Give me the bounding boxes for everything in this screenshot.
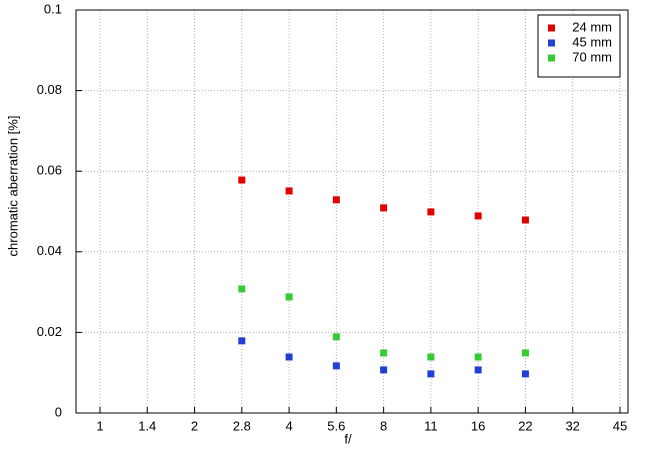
y-axis-label: chromatic aberration [%] (5, 116, 20, 257)
x-tick-label: 4 (285, 418, 292, 433)
legend-swatch (548, 39, 555, 47)
point (474, 366, 482, 374)
y-tick-label: 0.02 (37, 324, 62, 339)
x-tick-label: 5.6 (327, 418, 345, 433)
legend-label: 70 mm (572, 49, 612, 64)
point (474, 212, 482, 220)
y-tick-label: 0 (55, 404, 62, 419)
x-tick-label: 1.4 (138, 418, 156, 433)
point (332, 362, 340, 370)
x-tick-label: 11 (424, 418, 438, 433)
point (521, 370, 529, 378)
y-tick-label: 0.1 (44, 1, 62, 16)
point (474, 353, 482, 361)
plot-frame (75, 9, 629, 414)
x-tick-label: 8 (380, 418, 387, 433)
point (332, 196, 340, 204)
x-axis-label: f/ (344, 431, 352, 446)
point (427, 370, 435, 378)
point (380, 349, 388, 357)
x-tick-label: 22 (518, 418, 532, 433)
legend-label: 24 mm (572, 19, 612, 34)
point (380, 366, 388, 374)
x-tick-label: 2.8 (233, 418, 251, 433)
x-tick-label: 32 (565, 418, 579, 433)
point (238, 176, 246, 184)
point (427, 353, 435, 361)
x-tick-label: 2 (191, 418, 198, 433)
legend-swatch (548, 24, 555, 32)
point (332, 333, 340, 341)
x-tick-label: 45 (613, 418, 627, 433)
point (427, 208, 435, 216)
point (285, 293, 293, 301)
point (238, 337, 246, 345)
legend-swatch (548, 54, 555, 62)
point (285, 187, 293, 195)
x-tick-label: 16 (471, 418, 485, 433)
point (285, 353, 293, 361)
point (521, 349, 529, 357)
y-tick-label: 0.04 (37, 243, 62, 258)
point (521, 216, 529, 224)
point (238, 285, 246, 293)
legend-label: 45 mm (572, 34, 612, 49)
x-tick-label: 1 (96, 418, 103, 433)
point (380, 204, 388, 212)
y-tick-label: 0.06 (37, 163, 62, 178)
y-tick-label: 0.08 (37, 82, 62, 97)
